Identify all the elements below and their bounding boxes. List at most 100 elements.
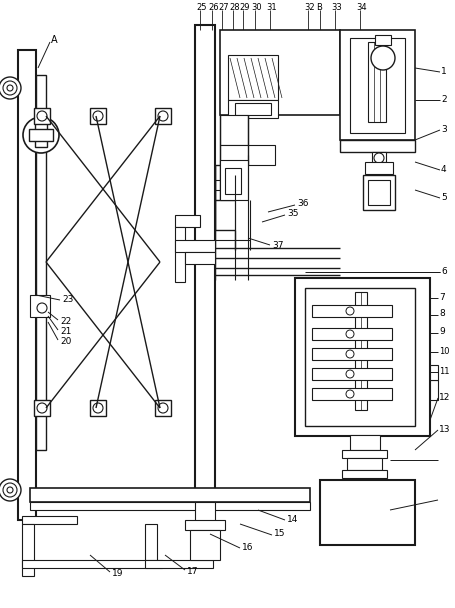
Circle shape — [93, 111, 103, 121]
Bar — [155, 400, 171, 416]
Circle shape — [0, 77, 21, 99]
Bar — [145, 524, 157, 560]
Bar — [340, 30, 415, 140]
Bar — [175, 240, 215, 252]
Circle shape — [3, 81, 17, 95]
Bar — [195, 502, 215, 524]
Circle shape — [0, 479, 21, 501]
Text: 35: 35 — [287, 210, 298, 218]
Text: 9: 9 — [439, 328, 445, 336]
Circle shape — [158, 403, 168, 413]
Bar — [363, 175, 395, 210]
Bar — [350, 435, 380, 450]
Text: 7: 7 — [439, 292, 445, 302]
Bar — [34, 108, 50, 124]
Bar — [228, 100, 278, 118]
Bar — [355, 292, 367, 410]
Circle shape — [346, 330, 354, 338]
Text: 12: 12 — [439, 393, 450, 401]
Text: 2: 2 — [441, 94, 447, 103]
Text: 37: 37 — [272, 241, 283, 250]
Bar — [35, 123, 47, 147]
Text: 6: 6 — [441, 266, 447, 275]
Bar — [342, 470, 387, 478]
Text: 27: 27 — [218, 4, 228, 13]
Text: B: B — [316, 4, 322, 13]
Text: 17: 17 — [187, 567, 198, 576]
Bar — [220, 145, 275, 165]
Bar — [185, 520, 225, 530]
Circle shape — [3, 483, 17, 497]
Bar — [372, 152, 386, 162]
Bar — [29, 129, 53, 141]
Text: 8: 8 — [439, 309, 445, 319]
Bar — [220, 160, 248, 200]
Bar — [430, 380, 438, 400]
Bar — [295, 278, 430, 436]
Bar — [305, 288, 415, 426]
Bar — [312, 305, 392, 317]
Bar — [312, 368, 392, 380]
Bar — [430, 365, 438, 380]
Bar — [185, 252, 215, 264]
Bar — [90, 108, 106, 124]
Text: 3: 3 — [441, 125, 447, 134]
Circle shape — [37, 111, 47, 121]
Text: 4: 4 — [441, 165, 447, 173]
Circle shape — [374, 153, 384, 163]
Text: 16: 16 — [242, 542, 253, 551]
Text: 13: 13 — [439, 424, 450, 434]
Bar — [235, 103, 271, 115]
Text: 30: 30 — [251, 4, 262, 13]
Bar — [365, 162, 393, 174]
Bar — [30, 488, 310, 502]
Circle shape — [37, 303, 47, 313]
Bar — [175, 227, 185, 282]
Bar — [340, 140, 415, 152]
Circle shape — [7, 487, 13, 493]
Bar — [30, 295, 50, 317]
Text: 21: 21 — [60, 328, 71, 336]
Bar — [18, 50, 36, 520]
Bar — [228, 55, 278, 100]
Text: 29: 29 — [239, 4, 249, 13]
Bar — [375, 35, 391, 45]
Bar — [320, 480, 415, 545]
Circle shape — [23, 117, 59, 153]
Bar — [368, 180, 390, 205]
Text: 36: 36 — [297, 199, 308, 209]
Text: 31: 31 — [266, 4, 277, 13]
Circle shape — [346, 350, 354, 358]
Text: 5: 5 — [441, 193, 447, 201]
Bar — [312, 388, 392, 400]
Bar — [155, 108, 171, 124]
Bar — [175, 215, 200, 227]
Circle shape — [371, 46, 395, 70]
Circle shape — [346, 307, 354, 315]
Bar — [34, 400, 50, 416]
Text: 28: 28 — [229, 4, 240, 13]
Bar — [220, 30, 340, 115]
Bar — [22, 560, 162, 568]
Bar — [22, 516, 77, 524]
Bar — [350, 38, 405, 133]
Text: 10: 10 — [439, 347, 450, 356]
Bar — [190, 530, 220, 560]
Bar — [312, 348, 392, 360]
Bar — [225, 168, 241, 194]
Text: 11: 11 — [439, 367, 450, 376]
Bar — [90, 400, 106, 416]
Bar — [312, 328, 392, 340]
Bar — [368, 42, 386, 122]
Text: 1: 1 — [441, 66, 447, 75]
Text: 33: 33 — [331, 4, 342, 13]
Text: 25: 25 — [196, 4, 207, 13]
Text: 26: 26 — [208, 4, 218, 13]
Bar — [195, 25, 215, 490]
Bar — [22, 524, 34, 576]
Text: 20: 20 — [60, 337, 71, 347]
Text: 22: 22 — [60, 317, 71, 326]
Text: 19: 19 — [112, 568, 123, 578]
Bar — [342, 450, 387, 458]
Circle shape — [7, 85, 13, 91]
